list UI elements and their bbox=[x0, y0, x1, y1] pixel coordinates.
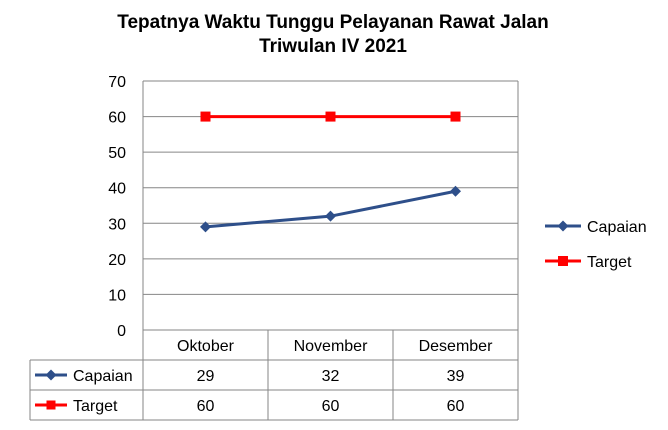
data-point-target bbox=[200, 111, 211, 122]
table-value-cell: 60 bbox=[197, 398, 215, 415]
data-point-target bbox=[450, 111, 461, 122]
table-value-cell: 29 bbox=[197, 368, 215, 385]
y-tick-label: 0 bbox=[117, 323, 126, 340]
category-label: Oktober bbox=[177, 338, 235, 355]
table-series-name: Target bbox=[73, 398, 118, 415]
table-value-cell: 32 bbox=[322, 368, 340, 385]
table-value-cell: 60 bbox=[322, 398, 340, 415]
table-value-cell: 60 bbox=[447, 398, 465, 415]
legend: Capaian Target bbox=[545, 219, 647, 271]
category-label: November bbox=[294, 338, 368, 355]
legend-label: Capaian bbox=[587, 219, 647, 236]
y-tick-label: 40 bbox=[108, 181, 126, 198]
y-tick-label: 20 bbox=[108, 252, 126, 269]
y-axis: 0 10 20 30 40 50 60 70 bbox=[108, 74, 144, 340]
table-value-cell: 39 bbox=[447, 368, 465, 385]
chart-subtitle: Triwulan IV 2021 bbox=[259, 36, 407, 57]
data-point-capaian bbox=[200, 221, 211, 233]
y-tick-label: 60 bbox=[108, 110, 126, 127]
legend-label: Target bbox=[587, 254, 632, 271]
legend-key-marker bbox=[558, 256, 568, 266]
data-point-target bbox=[325, 111, 336, 122]
category-label: Desember bbox=[419, 338, 493, 355]
data-point-capaian bbox=[325, 210, 336, 222]
table-series-name: Capaian bbox=[73, 368, 133, 385]
y-tick-label: 30 bbox=[108, 216, 126, 233]
data-table: Oktober November Desember Capaian 29 32 39 Targ… bbox=[29, 329, 519, 421]
y-tick-label: 70 bbox=[108, 74, 126, 91]
series-layer bbox=[200, 111, 461, 233]
chart-title: Tepatnya Waktu Tunggu Pelayanan Rawat Ja… bbox=[117, 12, 548, 33]
y-tick-label: 50 bbox=[108, 145, 126, 162]
data-point-capaian bbox=[450, 185, 461, 197]
legend-key-marker bbox=[557, 220, 569, 232]
table-series-key-marker bbox=[46, 400, 56, 410]
y-tick-label: 10 bbox=[108, 287, 126, 304]
table-series-key-marker bbox=[45, 369, 57, 381]
